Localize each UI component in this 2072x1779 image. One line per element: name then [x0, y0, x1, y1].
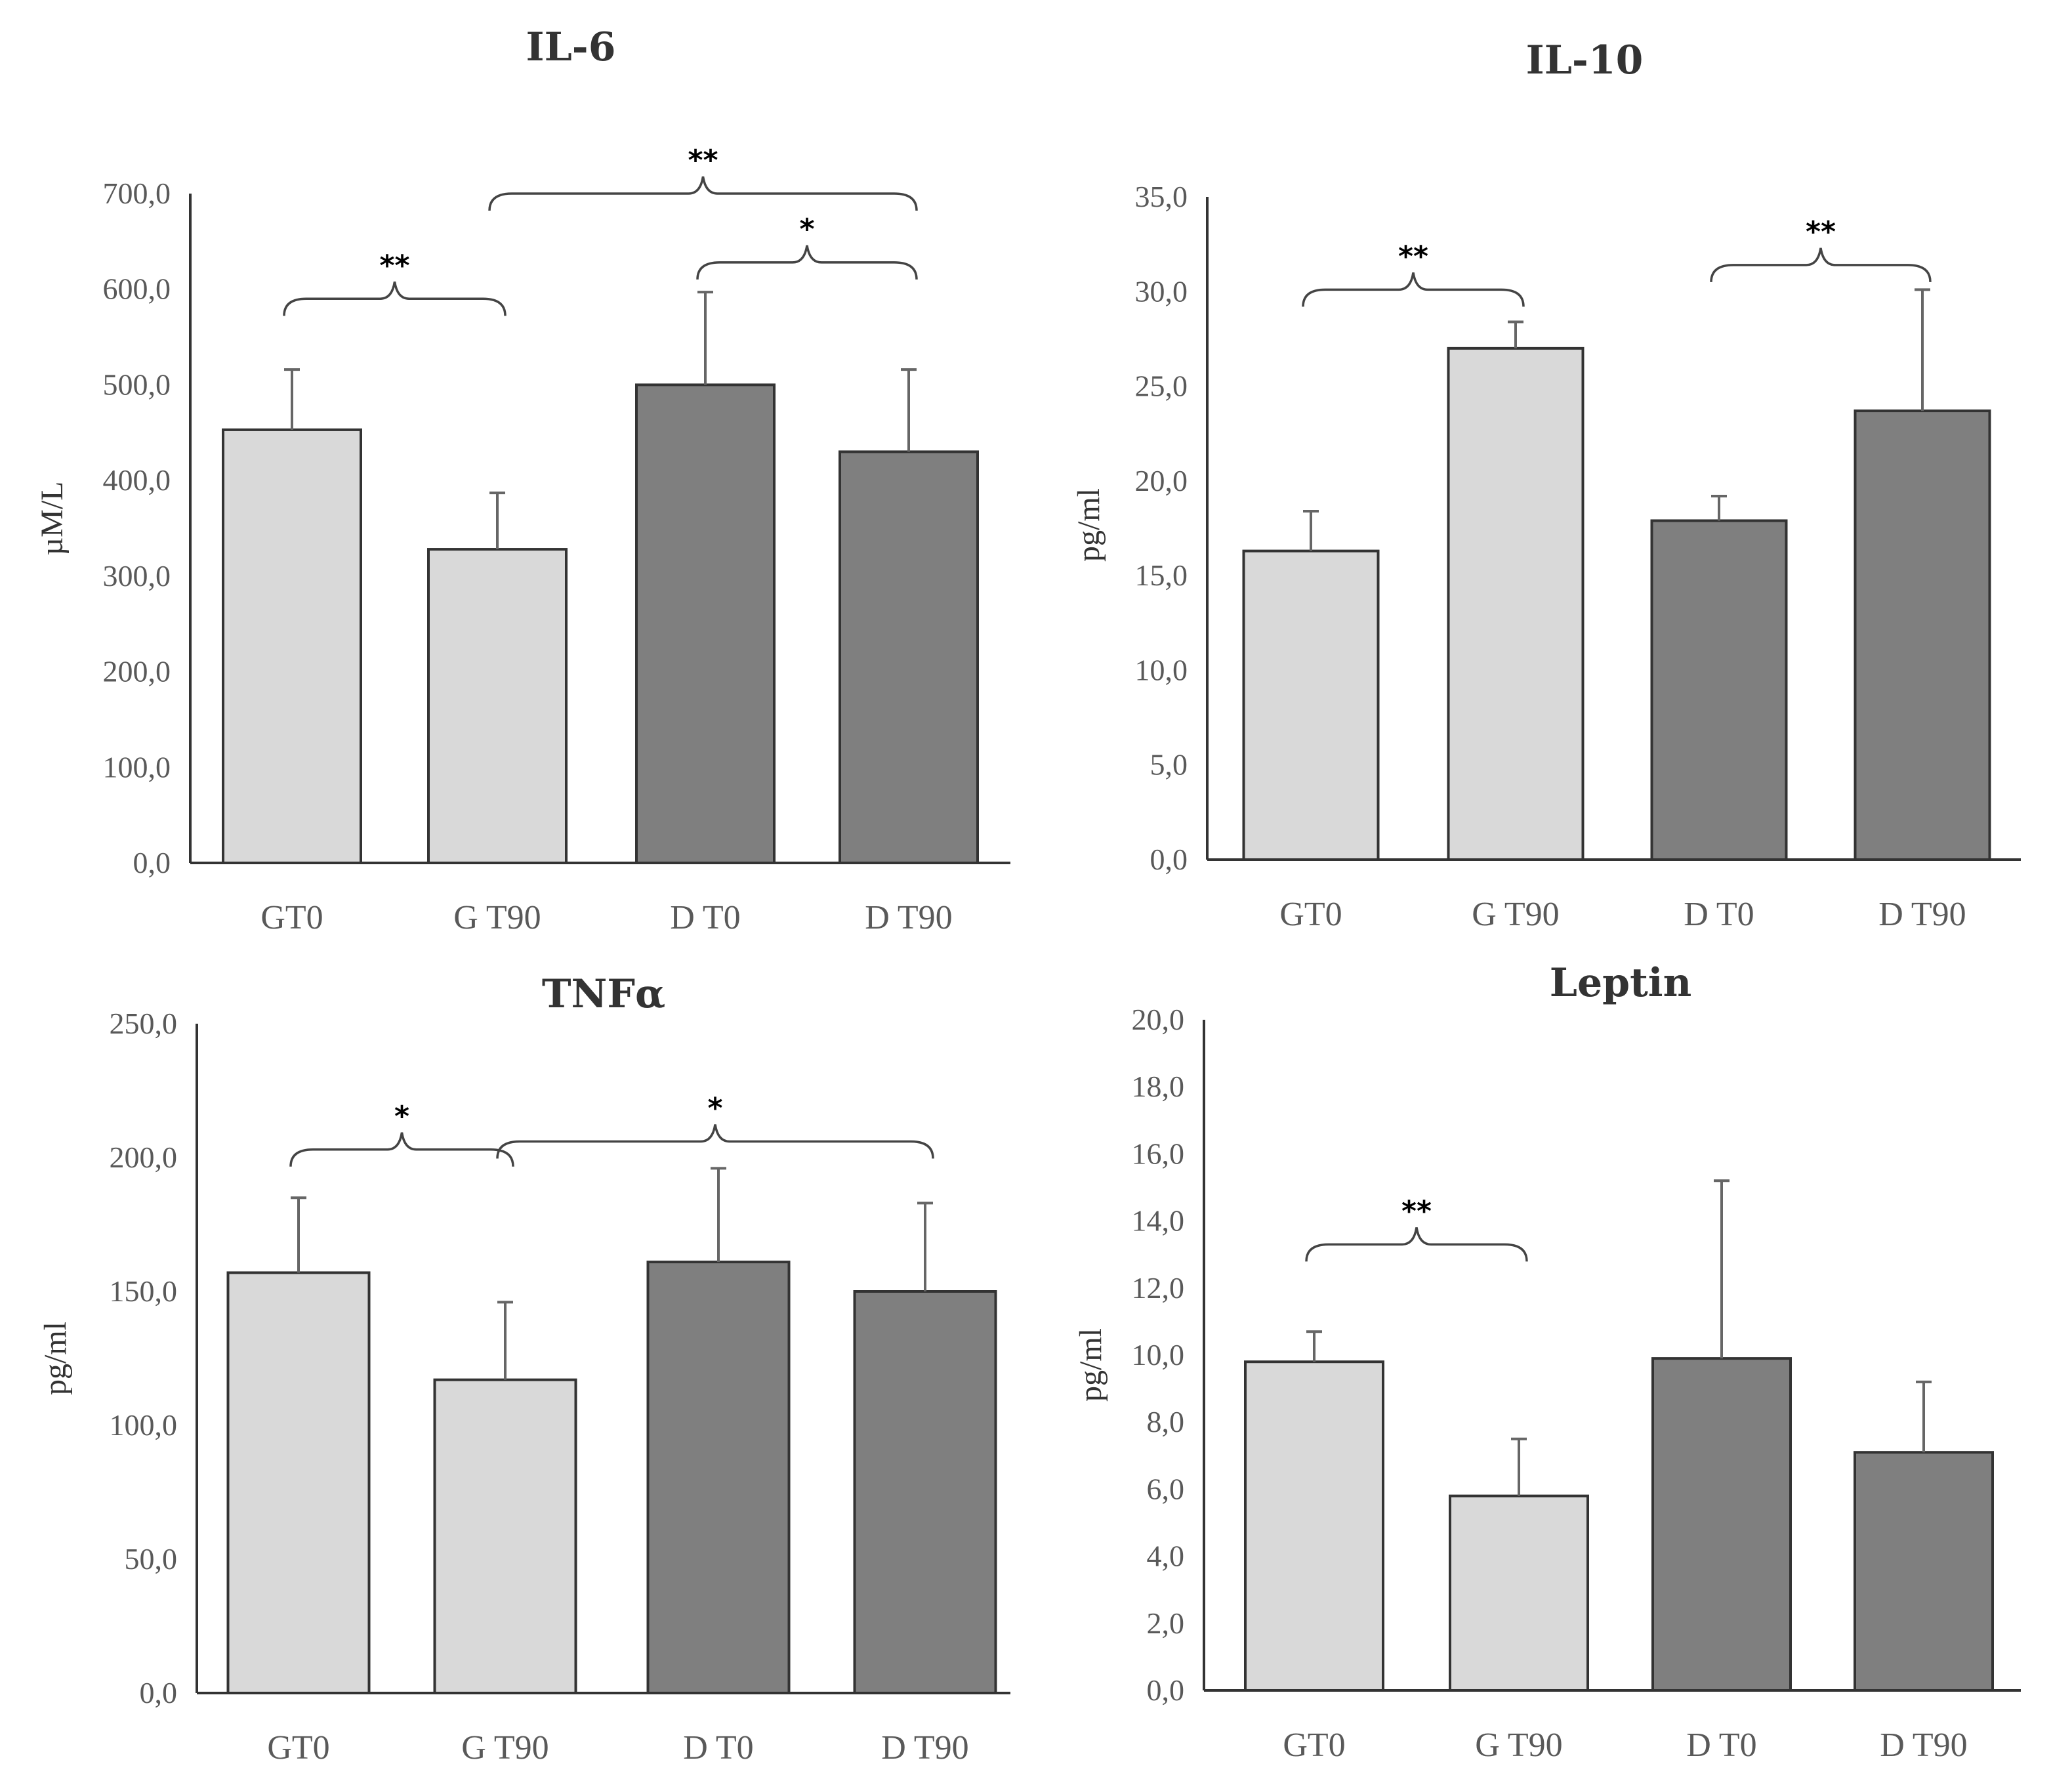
bar-dt0 [1651, 1357, 1792, 1692]
y-tick-label: 100,0 [103, 750, 171, 784]
significance-label: ** [379, 249, 409, 282]
chart-panel-2: IL-10 pg/ml 0,0 5,0 10,0 15,0 20,0 25,0 30,0 35,0… [1071, 37, 2021, 933]
significance-label: * [394, 1100, 409, 1133]
y-tick-label: 12,0 [1132, 1271, 1185, 1305]
y-tick-label: 0,0 [133, 846, 171, 879]
chart-panel-3: TNFα pg/ml 0,0 50,0 100,0 150,0 200,0 250,0 GT0 G… [38, 971, 1010, 1767]
y-tick-label: 500,0 [103, 367, 171, 401]
chart-title: IL-10 [1526, 37, 1644, 83]
y-tick-label: 0,0 [140, 1676, 178, 1709]
y-tick-label: 4,0 [1147, 1539, 1185, 1573]
y-tick-label: 10,0 [1132, 1338, 1185, 1371]
y-tick-label: 400,0 [103, 463, 171, 497]
x-tick-label: G T90 [1475, 1727, 1562, 1764]
y-tick-label: 100,0 [110, 1408, 178, 1442]
y-tick-label: 5,0 [1150, 748, 1188, 782]
significance-brace [1302, 272, 1525, 307]
significance-brace [289, 1132, 514, 1167]
x-tick-label: GT0 [1279, 896, 1342, 933]
y-tick-label: 16,0 [1132, 1137, 1185, 1170]
x-tick-label: G T90 [453, 899, 541, 936]
bar-dt90 [1854, 409, 1991, 861]
bar-gt90 [427, 548, 568, 864]
y-tick-label: 6,0 [1147, 1472, 1185, 1505]
significance-label: ** [1398, 240, 1428, 273]
bar-dt90 [839, 450, 979, 864]
x-tick-label: GT0 [267, 1729, 329, 1767]
y-tick-label: 250,0 [110, 1007, 178, 1040]
significance-label: ** [688, 144, 718, 177]
bar-dt0 [646, 1261, 791, 1694]
y-tick-label: 200,0 [103, 655, 171, 688]
chart-title: TNFα [542, 971, 665, 1017]
significance-label: ** [1806, 215, 1836, 249]
y-tick-label: 0,0 [1150, 843, 1188, 876]
chart-title: Leptin [1550, 960, 1691, 1006]
x-tick-label: D T90 [1878, 896, 1966, 933]
y-tick-label: 8,0 [1147, 1405, 1185, 1438]
y-tick-label: 35,0 [1135, 180, 1188, 213]
bar-dt90 [853, 1290, 997, 1694]
significance-brace [1710, 247, 1932, 282]
chart-panel-1: IL-6 µM/L 0,0 100,0 200,0 300,0 400,0 500,0 600,… [35, 24, 1010, 936]
significance-brace [283, 281, 507, 316]
y-tick-label: 700,0 [103, 177, 171, 210]
bar-dt0 [635, 383, 776, 864]
bar-gt0 [222, 428, 362, 864]
x-tick-label: D T0 [1684, 896, 1754, 933]
y-tick-label: 10,0 [1135, 653, 1188, 686]
significance-brace [496, 1124, 934, 1159]
significance-brace [696, 245, 918, 280]
y-tick-label: 600,0 [103, 272, 171, 306]
bar-gt90 [1449, 1494, 1589, 1692]
x-tick-label: D T90 [881, 1729, 968, 1767]
y-axis-title: pg/ml [1071, 488, 1106, 562]
y-tick-label: 2,0 [1147, 1606, 1185, 1640]
x-tick-label: D T90 [865, 899, 952, 936]
y-tick-label: 14,0 [1132, 1204, 1185, 1238]
y-axis-title: µM/L [35, 482, 70, 556]
significance-label: ** [1401, 1194, 1432, 1228]
y-tick-label: 18,0 [1132, 1070, 1185, 1103]
x-tick-label: D T0 [683, 1729, 753, 1767]
significance-brace [1305, 1227, 1528, 1262]
y-tick-label: 200,0 [110, 1141, 178, 1174]
bar-gt0 [1244, 1360, 1384, 1692]
significance-label: * [799, 213, 814, 246]
y-tick-label: 0,0 [1147, 1673, 1185, 1707]
y-tick-label: 20,0 [1132, 1003, 1185, 1036]
bar-dt90 [1854, 1451, 1994, 1692]
x-tick-label: G T90 [461, 1729, 549, 1767]
chart-panel-4: Leptin pg/ml 0,0 2,0 4,0 6,0 8,0 10,0 12,0 14,0 16… [1073, 960, 2021, 1764]
y-tick-label: 30,0 [1135, 274, 1188, 308]
bar-gt0 [226, 1271, 371, 1694]
x-tick-label: D T0 [1686, 1727, 1756, 1764]
x-tick-label: D T0 [670, 899, 740, 936]
x-tick-label: GT0 [260, 899, 323, 936]
bar-gt0 [1242, 549, 1380, 862]
y-axis-title: pg/ml [38, 1322, 73, 1395]
y-tick-label: 25,0 [1135, 369, 1188, 403]
y-tick-label: 150,0 [110, 1274, 178, 1308]
significance-label: * [707, 1092, 722, 1125]
significance-brace [488, 176, 918, 211]
x-tick-label: GT0 [1283, 1727, 1345, 1764]
bar-dt0 [1650, 519, 1788, 861]
y-tick-label: 50,0 [125, 1542, 178, 1576]
y-tick-label: 20,0 [1135, 464, 1188, 497]
x-tick-label: G T90 [1472, 896, 1559, 933]
bar-gt90 [433, 1378, 577, 1694]
bar-gt90 [1447, 346, 1585, 861]
y-tick-label: 300,0 [103, 559, 171, 593]
x-tick-label: D T90 [1880, 1727, 1967, 1764]
y-axis-title: pg/ml [1073, 1328, 1108, 1402]
chart-title: IL-6 [526, 24, 616, 70]
y-tick-label: 15,0 [1135, 558, 1188, 592]
